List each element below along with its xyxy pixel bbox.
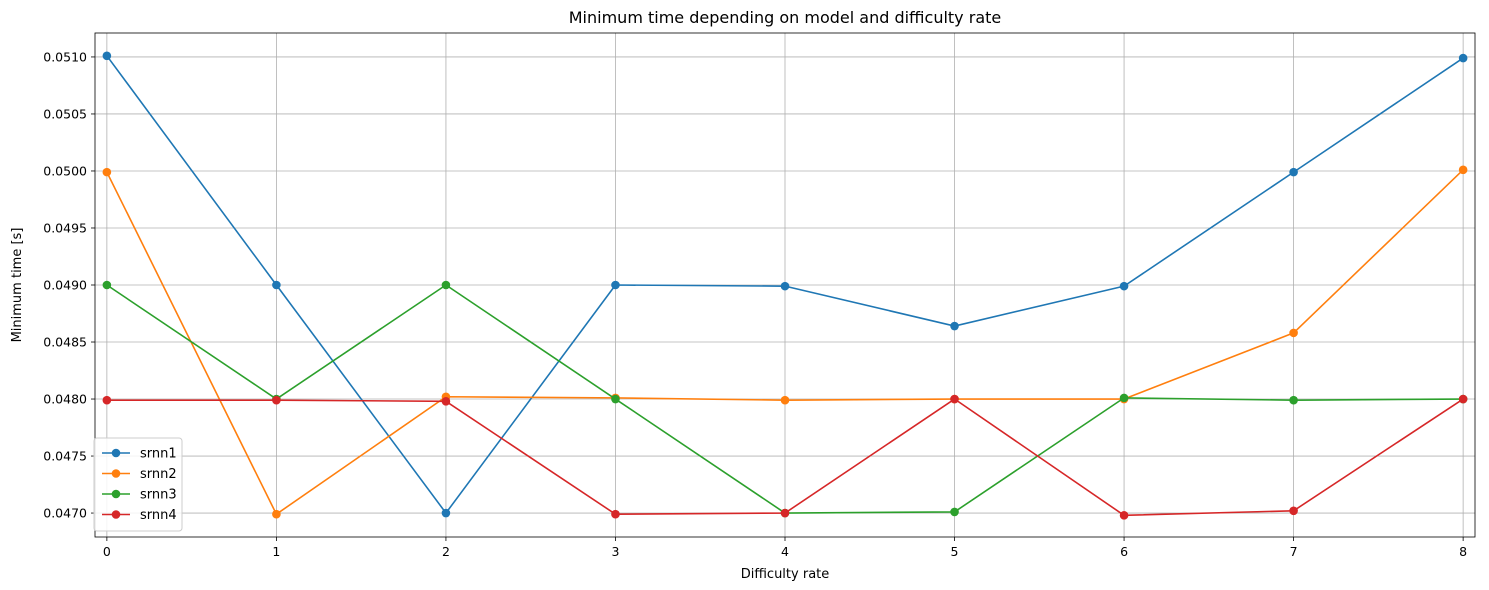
data-point: [102, 167, 112, 177]
data-point: [1289, 506, 1298, 516]
data-point: [1289, 328, 1298, 338]
legend-label: srnn4: [140, 508, 177, 523]
x-tick-label: 0: [103, 544, 111, 559]
x-tick-label: 2: [442, 544, 450, 559]
y-tick-label: 0.0475: [43, 449, 87, 464]
legend-marker: [111, 489, 121, 499]
data-point: [1119, 281, 1129, 291]
data-point: [780, 395, 790, 405]
y-tick-label: 0.0480: [43, 392, 87, 407]
legend-marker: [111, 469, 121, 478]
x-tick-label: 5: [951, 544, 959, 559]
data-point: [611, 509, 620, 519]
x-tick-label: 8: [1459, 544, 1467, 559]
series-srnn4: [102, 394, 1468, 520]
axes: 0 1 2 3 4 5 6 7 8 0.0470 0.0475 0.0480 0.0485 0.0490 0…: [43, 32, 1476, 559]
legend-marker: [111, 448, 121, 458]
data-point: [1119, 393, 1129, 403]
data-point: [441, 397, 451, 406]
data-point: [102, 280, 112, 290]
data-point: [102, 395, 112, 405]
data-point: [1458, 53, 1468, 63]
data-point: [102, 51, 112, 61]
legend-entry-srnn1: srnn1: [102, 447, 177, 462]
legend-label: srnn2: [140, 467, 177, 482]
data-point: [441, 508, 451, 518]
data-point: [950, 507, 959, 517]
legend-entry-srnn4: srnn4: [102, 508, 177, 523]
x-tick-label: 1: [272, 544, 280, 559]
series-lines: [102, 51, 1468, 520]
y-tick-label: 0.0500: [43, 163, 87, 178]
data-point: [780, 508, 790, 518]
y-axis-label: Minimum time [s]: [10, 228, 25, 343]
y-tick-label: 0.0510: [43, 49, 87, 64]
data-point: [272, 395, 281, 405]
data-point: [441, 280, 451, 290]
legend-entry-srnn3: srnn3: [102, 488, 177, 503]
data-point: [780, 281, 790, 291]
legend-label: srnn3: [140, 488, 177, 503]
data-point: [1458, 165, 1468, 175]
data-point: [611, 394, 620, 404]
plot-frame: [94, 32, 1476, 538]
legend-marker: [111, 510, 121, 519]
data-point: [272, 509, 281, 519]
legend-box: [93, 437, 183, 532]
y-tick-label: 0.0485: [43, 335, 87, 350]
chart-title: Minimum time depending on model and diff…: [569, 8, 1001, 27]
data-point: [1289, 167, 1298, 177]
data-point: [1458, 394, 1468, 404]
y-tick-label: 0.0505: [43, 106, 87, 121]
x-tick-label: 3: [611, 544, 619, 559]
data-point: [611, 280, 620, 290]
x-tick-label: 7: [1290, 544, 1298, 559]
y-tick-label: 0.0470: [43, 506, 87, 521]
data-point: [1289, 395, 1298, 405]
data-point: [950, 321, 959, 331]
data-point: [1119, 511, 1129, 520]
y-tick-label: 0.0490: [43, 278, 87, 293]
y-tick-label: 0.0495: [43, 220, 87, 235]
x-axis-label: Difficulty rate: [741, 567, 830, 582]
legend-entry-srnn2: srnn2: [102, 467, 177, 482]
x-tick-label: 6: [1120, 544, 1128, 559]
legend-label: srnn1: [140, 447, 177, 462]
data-point: [272, 280, 281, 290]
legend: srnn1 srnn2 srnn3 srnn4: [93, 437, 183, 532]
data-point: [950, 394, 959, 404]
x-tick-label: 4: [781, 544, 789, 559]
